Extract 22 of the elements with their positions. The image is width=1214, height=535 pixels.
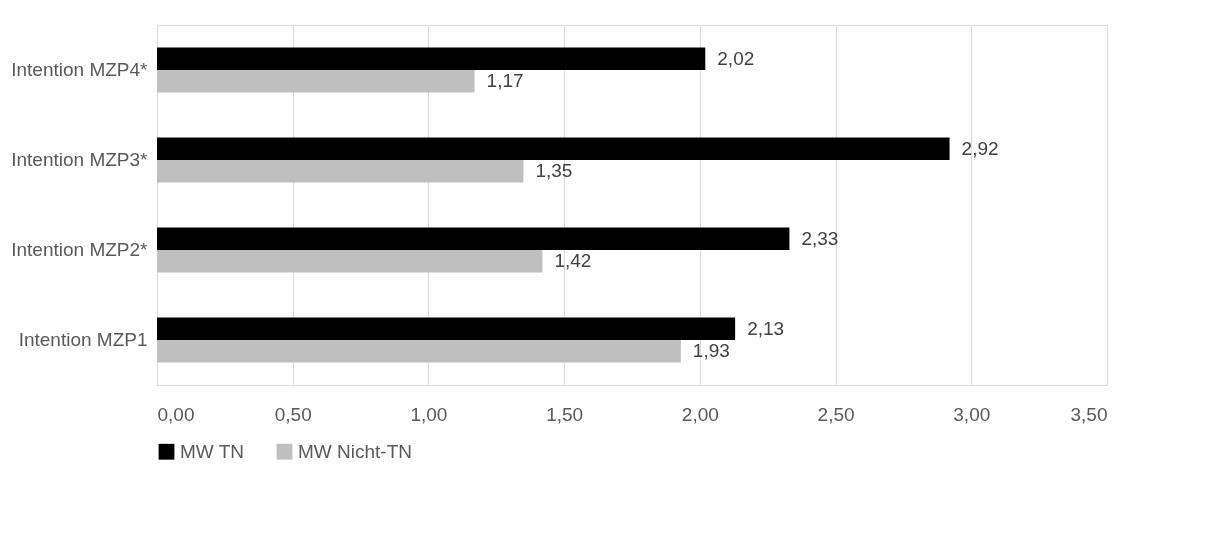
y-tick-label: Intention MZP3* <box>11 149 149 170</box>
x-tick-label: 1,00 <box>410 403 448 425</box>
legend-label: MW TN <box>180 440 245 462</box>
data-label: 2,92 <box>961 137 999 159</box>
x-tick-label: 1,50 <box>546 403 584 425</box>
x-tick-label: 3,00 <box>953 403 991 425</box>
data-label: 1,17 <box>486 70 524 92</box>
legend-label: MW Nicht-TN <box>298 440 412 462</box>
x-tick-label: 3,50 <box>1070 403 1108 425</box>
data-label: 1,93 <box>692 340 730 362</box>
data-label: 2,13 <box>747 317 785 339</box>
y-tick-label: Intention MZP4* <box>11 59 149 80</box>
x-tick-label: 2,00 <box>681 403 719 425</box>
data-label: 2,02 <box>717 47 755 69</box>
data-label: 1,35 <box>535 160 573 182</box>
x-tick-label: 2,50 <box>817 403 855 425</box>
x-tick-label: 0,50 <box>274 403 312 425</box>
y-tick-label: Intention MZP1 <box>18 329 148 350</box>
y-tick-label: Intention MZP2* <box>11 239 149 260</box>
data-label: 1,42 <box>554 250 592 272</box>
x-tick-label: 0,00 <box>157 403 195 425</box>
data-label: 2,33 <box>801 227 839 249</box>
